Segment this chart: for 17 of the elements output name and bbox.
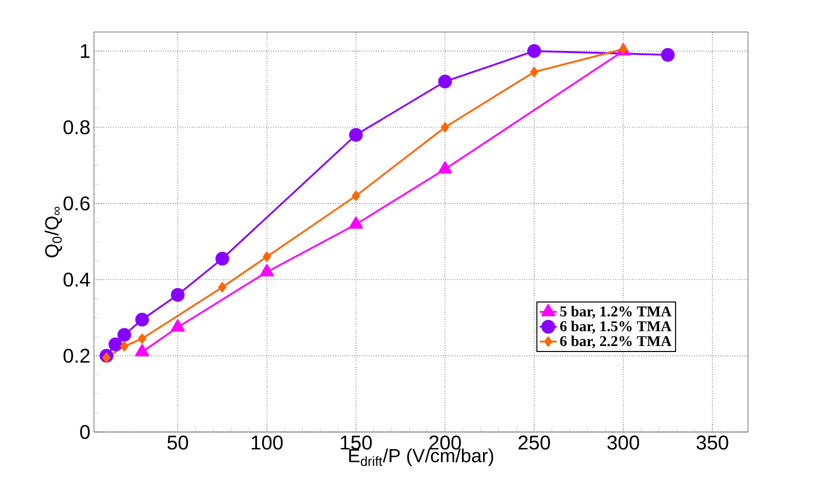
y-axis-title: Q$_{0}$/Q$_{∞}$	[44, 206, 62, 258]
y-tick-label: 0	[80, 424, 90, 440]
x-tick-label: 150	[340, 436, 372, 450]
y-tick-label: 0.8	[64, 120, 90, 134]
x-tick-label: 100	[252, 436, 283, 450]
x-tick-label: 350	[696, 436, 728, 450]
x-tick-label: 300	[607, 436, 640, 450]
x-tick-label: 50	[167, 436, 188, 450]
y-tick-label: 1	[80, 44, 90, 58]
x-tick-label: 250	[518, 436, 550, 450]
y-tick-label: 0.2	[64, 348, 90, 363]
legend-label: 6 bar, 2.2% TMA	[560, 336, 672, 348]
legend-label: 5 bar, 1.2% TMA	[560, 306, 672, 319]
legend-label: 6 bar, 1.5% TMA	[560, 320, 672, 334]
y-tick-label: 0.6	[64, 196, 90, 210]
x-tick-label: 200	[429, 436, 461, 450]
y-tick-label: 0.4	[64, 272, 90, 287]
